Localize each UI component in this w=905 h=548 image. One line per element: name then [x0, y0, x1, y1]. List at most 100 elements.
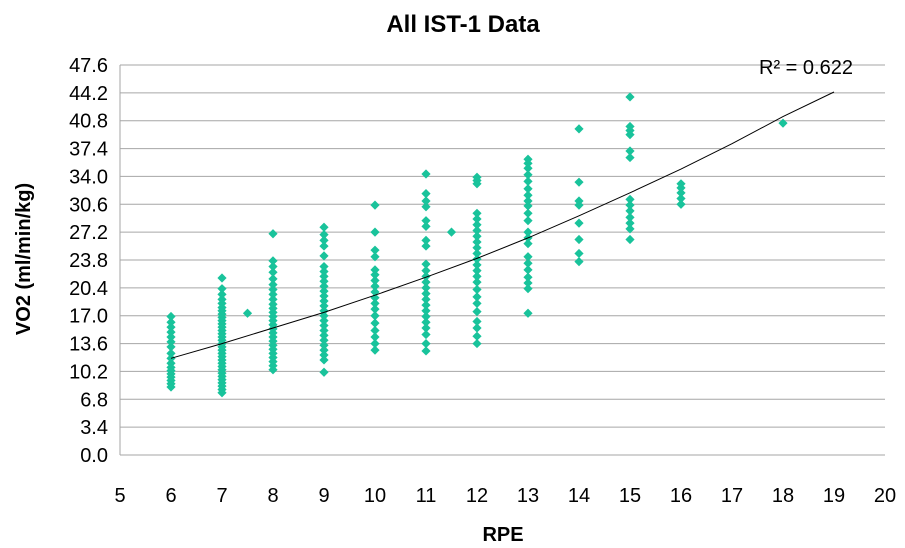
- data-point: [472, 323, 482, 333]
- x-tick-label: 9: [318, 485, 329, 507]
- data-point: [472, 225, 482, 236]
- data-point: [319, 266, 329, 277]
- data-point: [676, 199, 686, 209]
- data-point: [319, 296, 329, 306]
- data-point: [523, 227, 533, 237]
- data-point: [268, 229, 278, 239]
- data-point: [523, 278, 533, 288]
- y-tick-label: 0.0: [80, 445, 108, 467]
- data-point: [421, 323, 431, 333]
- data-point: [319, 251, 329, 261]
- data-point: [319, 301, 329, 311]
- data-point: [370, 200, 380, 210]
- y-tick-label: 34.0: [69, 166, 108, 188]
- data-point: [166, 317, 176, 327]
- data-point: [217, 294, 227, 304]
- data-point: [676, 188, 686, 198]
- data-point: [625, 234, 635, 245]
- data-point: [319, 241, 329, 251]
- x-tick-label: 17: [721, 485, 743, 507]
- data-point: [319, 261, 329, 272]
- data-point: [421, 189, 431, 199]
- data-point: [472, 220, 482, 230]
- data-point: [523, 170, 533, 180]
- y-tick-label: 17.0: [69, 306, 108, 328]
- x-tick-label: 14: [568, 485, 590, 507]
- data-point: [625, 121, 635, 132]
- data-point: [523, 163, 533, 173]
- data-point: [370, 318, 380, 328]
- data-point: [268, 261, 278, 272]
- data-point: [574, 177, 584, 187]
- data-point: [778, 118, 788, 128]
- data-points: [166, 92, 788, 398]
- x-tick-label: 10: [364, 485, 386, 507]
- data-point: [523, 196, 533, 206]
- x-tick-label: 13: [517, 485, 539, 507]
- data-point: [421, 266, 431, 276]
- x-tick-label: 6: [165, 485, 176, 507]
- data-point: [319, 271, 329, 281]
- data-point: [370, 325, 380, 336]
- data-point: [625, 92, 635, 102]
- data-point: [472, 266, 482, 276]
- data-point: [421, 317, 431, 327]
- data-point: [523, 154, 533, 164]
- data-point: [523, 258, 533, 268]
- data-point: [370, 304, 380, 314]
- data-point: [268, 279, 278, 290]
- x-tick-label: 8: [267, 485, 278, 507]
- data-point: [370, 332, 380, 342]
- data-point: [421, 235, 431, 245]
- y-tick-label: 10.2: [69, 361, 108, 383]
- data-point: [421, 216, 431, 226]
- data-point: [319, 325, 329, 336]
- data-point: [574, 124, 584, 134]
- data-point: [217, 284, 227, 294]
- data-point: [370, 293, 380, 303]
- y-tick-label: 30.6: [69, 194, 108, 216]
- data-point: [421, 283, 431, 293]
- data-point: [268, 289, 278, 300]
- data-point: [446, 227, 457, 237]
- data-point: [268, 274, 278, 284]
- data-point: [319, 330, 329, 340]
- data-point: [472, 284, 482, 295]
- data-point: [166, 322, 176, 332]
- data-point: [370, 227, 380, 237]
- data-point: [625, 152, 635, 163]
- data-point: [472, 248, 482, 259]
- data-point: [472, 172, 482, 182]
- data-point: [472, 307, 482, 317]
- data-point: [421, 346, 431, 356]
- data-point: [319, 286, 329, 296]
- r-squared-label: R² = 0.622: [759, 57, 853, 79]
- data-point: [574, 218, 584, 228]
- data-point: [166, 348, 176, 359]
- y-tick-label: 27.2: [69, 222, 108, 244]
- data-point: [370, 252, 380, 262]
- y-tick-label: 13.6: [69, 334, 108, 356]
- data-point: [421, 294, 431, 304]
- data-point: [523, 184, 533, 194]
- data-point: [319, 291, 329, 301]
- data-point: [319, 320, 329, 331]
- data-point: [625, 146, 635, 156]
- data-point: [523, 265, 533, 275]
- data-point: [472, 260, 482, 270]
- y-tick-label: 6.8: [80, 389, 108, 411]
- data-point: [421, 288, 431, 299]
- data-point: [370, 298, 380, 309]
- x-tick-label: 18: [772, 485, 794, 507]
- data-point: [472, 214, 482, 224]
- data-point: [523, 308, 533, 318]
- data-point: [370, 311, 380, 321]
- data-point: [319, 350, 329, 360]
- data-point: [523, 272, 533, 282]
- data-point: [625, 212, 635, 222]
- data-point: [625, 206, 635, 216]
- data-point: [523, 239, 533, 249]
- data-point: [370, 245, 380, 255]
- data-point: [319, 316, 329, 326]
